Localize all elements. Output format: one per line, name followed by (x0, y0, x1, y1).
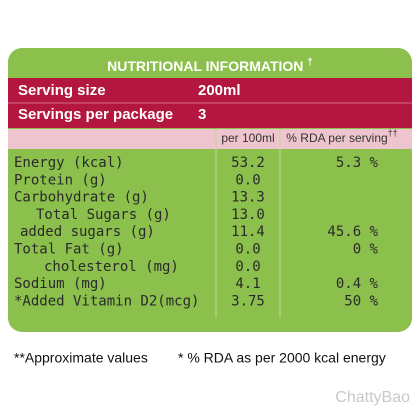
nutrient-label: Carbohydrate (g) (14, 190, 149, 206)
rda-value: 45.6 % (327, 224, 378, 240)
nutrient-label: added sugars (g) (20, 224, 155, 240)
serving-label: Serving size (18, 82, 106, 99)
rda-value: 50 % (344, 293, 378, 309)
per-100ml-value: 11.4 (231, 224, 265, 240)
per-100ml-value: 13.3 (231, 190, 265, 206)
nutrient-label: Energy (kcal) (14, 155, 124, 171)
nutrient-label: *Added Vitamin D2(mcg) (14, 293, 199, 309)
nutrient-label: Total Sugars (g) (36, 207, 171, 223)
per-100ml-value: 4.1 (235, 276, 260, 292)
nutrient-label: Protein (g) (14, 172, 107, 188)
column-header: per 100ml (221, 131, 274, 145)
column-header: % RDA per serving†† (286, 128, 397, 145)
per-100ml-value: 0.0 (235, 259, 260, 275)
watermark: ChattyBao (335, 389, 410, 406)
serving-value: 200ml (198, 82, 241, 99)
rda-value: 0 % (353, 242, 379, 258)
per-100ml-value: 13.0 (231, 207, 265, 223)
per-100ml-value: 53.2 (231, 155, 265, 171)
rda-value: 0.4 % (336, 276, 379, 292)
nutrient-label: Sodium (mg) (14, 276, 107, 292)
footnote: **Approximate values (14, 350, 148, 366)
serving-label: Servings per package (18, 106, 173, 123)
column-header-band (8, 129, 412, 149)
per-100ml-value: 0.0 (235, 242, 260, 258)
nutrient-label: Total Fat (g) (14, 242, 124, 258)
per-100ml-value: 0.0 (235, 172, 260, 188)
title: NUTRITIONAL INFORMATION † (107, 57, 313, 74)
serving-value: 3 (198, 106, 206, 123)
nutrient-label: cholesterol (mg) (44, 259, 179, 275)
nutrient-rows: Energy (kcal) 53.2 5.3 % Protein (g) 0.0 Carb… (14, 155, 379, 309)
footnote: * % RDA as per 2000 kcal energy (178, 350, 386, 366)
rda-value: 5.3 % (336, 155, 379, 171)
per-100ml-value: 3.75 (231, 293, 265, 309)
